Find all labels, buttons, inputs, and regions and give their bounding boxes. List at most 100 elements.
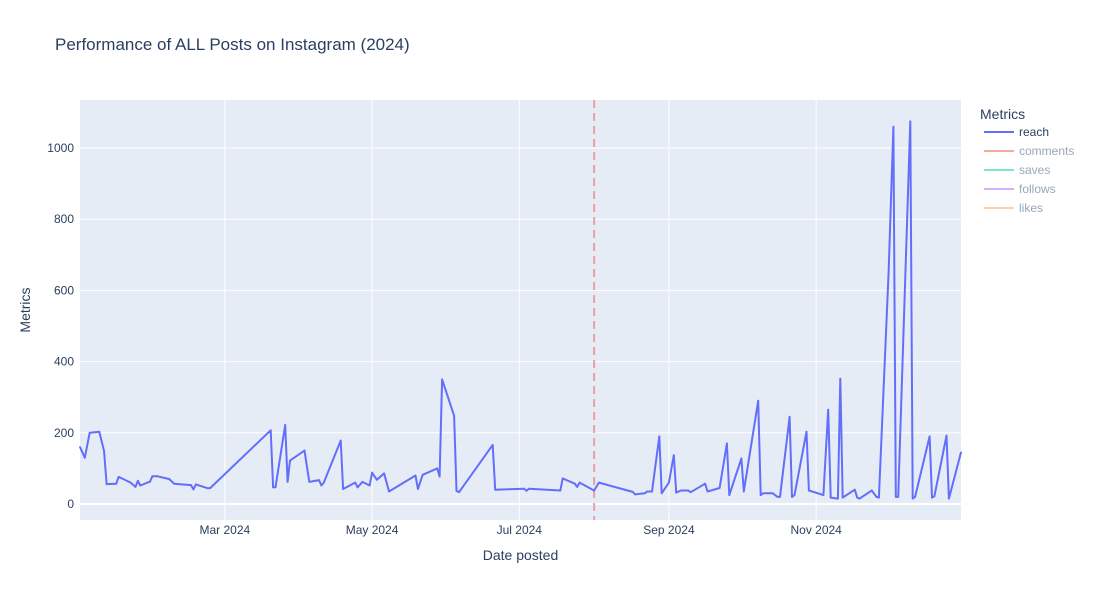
data-point xyxy=(491,444,494,446)
data-point xyxy=(342,488,344,490)
data-point xyxy=(643,492,646,495)
legend-label: likes xyxy=(1019,201,1043,215)
data-point xyxy=(573,482,576,485)
data-point xyxy=(928,435,931,438)
data-point xyxy=(368,484,371,487)
data-point xyxy=(704,482,706,485)
data-point xyxy=(853,488,856,491)
data-point xyxy=(209,487,212,489)
x-tick-label: Jul 2024 xyxy=(497,523,543,537)
data-point xyxy=(771,492,774,495)
data-point xyxy=(687,489,690,492)
data-point xyxy=(376,478,378,481)
y-tick-label: 400 xyxy=(54,355,74,369)
data-point xyxy=(829,496,832,499)
data-point xyxy=(706,490,709,493)
data-point xyxy=(894,496,897,498)
data-point xyxy=(79,446,81,448)
data-point xyxy=(658,435,661,438)
data-point xyxy=(455,489,458,492)
data-point xyxy=(453,414,455,417)
chart-title: Performance of ALL Posts on Instagram (2… xyxy=(55,35,410,54)
data-point xyxy=(137,479,139,482)
legend-item-follows[interactable]: follows xyxy=(984,182,1056,196)
data-point xyxy=(284,424,287,426)
plot-area xyxy=(80,100,961,520)
legend-item-saves[interactable]: saves xyxy=(984,163,1050,177)
legend[interactable]: reach comments saves follows likes xyxy=(984,125,1074,215)
legend-label: follows xyxy=(1019,182,1056,196)
legend-title: Metrics xyxy=(980,106,1025,122)
data-point xyxy=(762,492,764,495)
data-point xyxy=(960,451,962,454)
data-point xyxy=(441,378,443,381)
data-point xyxy=(289,459,291,462)
data-point xyxy=(776,496,779,498)
data-point xyxy=(272,486,274,489)
data-point xyxy=(458,491,460,494)
data-point xyxy=(320,484,323,487)
data-point xyxy=(303,449,306,452)
data-point xyxy=(559,489,562,492)
data-point xyxy=(822,494,825,496)
data-point xyxy=(149,480,151,483)
data-point xyxy=(274,486,277,489)
data-point xyxy=(680,489,682,492)
data-point xyxy=(726,442,728,445)
data-point xyxy=(98,430,101,433)
data-point xyxy=(88,431,91,434)
y-tick-label: 0 xyxy=(67,497,74,511)
data-point xyxy=(528,487,530,490)
data-point xyxy=(105,483,108,485)
data-point xyxy=(858,497,861,500)
data-point xyxy=(909,120,912,123)
data-point xyxy=(841,496,844,499)
data-point xyxy=(878,496,880,499)
data-point xyxy=(269,429,272,432)
data-point xyxy=(793,494,796,496)
data-point xyxy=(525,489,528,492)
y-gridlines xyxy=(80,147,961,505)
x-tick-label: May 2024 xyxy=(346,523,399,537)
data-point xyxy=(668,481,670,484)
data-point xyxy=(856,496,859,499)
data-point xyxy=(195,483,197,486)
data-point xyxy=(414,474,417,477)
data-point xyxy=(931,496,933,499)
data-point xyxy=(948,497,950,500)
data-point xyxy=(436,467,439,470)
data-point xyxy=(779,496,781,498)
data-point xyxy=(718,487,721,489)
data-point xyxy=(383,472,385,475)
data-point xyxy=(117,476,120,478)
data-point xyxy=(805,430,808,433)
data-point xyxy=(598,481,600,484)
data-point xyxy=(870,489,873,492)
data-point xyxy=(578,481,581,484)
x-tick-label: Sep 2024 xyxy=(643,523,695,537)
legend-item-likes[interactable]: likes xyxy=(984,201,1043,215)
data-point xyxy=(945,434,948,437)
data-point xyxy=(339,439,342,442)
data-point xyxy=(740,457,743,460)
data-point xyxy=(892,125,895,128)
data-point xyxy=(576,486,579,488)
data-point xyxy=(129,481,132,484)
data-point xyxy=(354,481,357,484)
data-point xyxy=(728,494,731,496)
data-point xyxy=(192,488,195,491)
data-point xyxy=(139,484,142,487)
data-point xyxy=(839,377,842,380)
data-point xyxy=(494,488,497,491)
legend-item-reach[interactable]: reach xyxy=(984,125,1049,139)
legend-item-comments[interactable]: comments xyxy=(984,144,1074,158)
data-point xyxy=(356,486,359,489)
data-point xyxy=(875,496,878,498)
data-point xyxy=(286,481,289,483)
data-point xyxy=(675,491,678,494)
data-point xyxy=(672,454,675,457)
data-point xyxy=(168,478,171,480)
data-point xyxy=(417,488,419,490)
series-group xyxy=(79,120,962,500)
data-point xyxy=(631,491,634,493)
